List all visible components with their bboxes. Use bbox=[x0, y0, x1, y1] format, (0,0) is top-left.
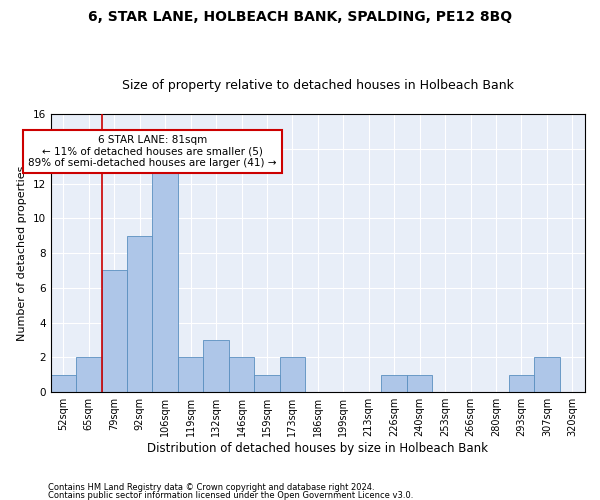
Bar bbox=[229, 358, 254, 392]
Bar bbox=[178, 358, 203, 392]
Y-axis label: Number of detached properties: Number of detached properties bbox=[17, 166, 27, 341]
Bar bbox=[254, 375, 280, 392]
Bar bbox=[382, 375, 407, 392]
Bar bbox=[203, 340, 229, 392]
Text: Contains HM Land Registry data © Crown copyright and database right 2024.: Contains HM Land Registry data © Crown c… bbox=[48, 484, 374, 492]
Text: 6 STAR LANE: 81sqm
← 11% of detached houses are smaller (5)
89% of semi-detached: 6 STAR LANE: 81sqm ← 11% of detached hou… bbox=[28, 135, 277, 168]
Bar bbox=[280, 358, 305, 392]
Bar bbox=[534, 358, 560, 392]
Text: Contains public sector information licensed under the Open Government Licence v3: Contains public sector information licen… bbox=[48, 490, 413, 500]
Bar bbox=[509, 375, 534, 392]
Title: Size of property relative to detached houses in Holbeach Bank: Size of property relative to detached ho… bbox=[122, 79, 514, 92]
Text: 6, STAR LANE, HOLBEACH BANK, SPALDING, PE12 8BQ: 6, STAR LANE, HOLBEACH BANK, SPALDING, P… bbox=[88, 10, 512, 24]
X-axis label: Distribution of detached houses by size in Holbeach Bank: Distribution of detached houses by size … bbox=[148, 442, 488, 455]
Bar bbox=[407, 375, 433, 392]
Bar bbox=[127, 236, 152, 392]
Bar bbox=[50, 375, 76, 392]
Bar bbox=[76, 358, 101, 392]
Bar bbox=[101, 270, 127, 392]
Bar bbox=[152, 166, 178, 392]
